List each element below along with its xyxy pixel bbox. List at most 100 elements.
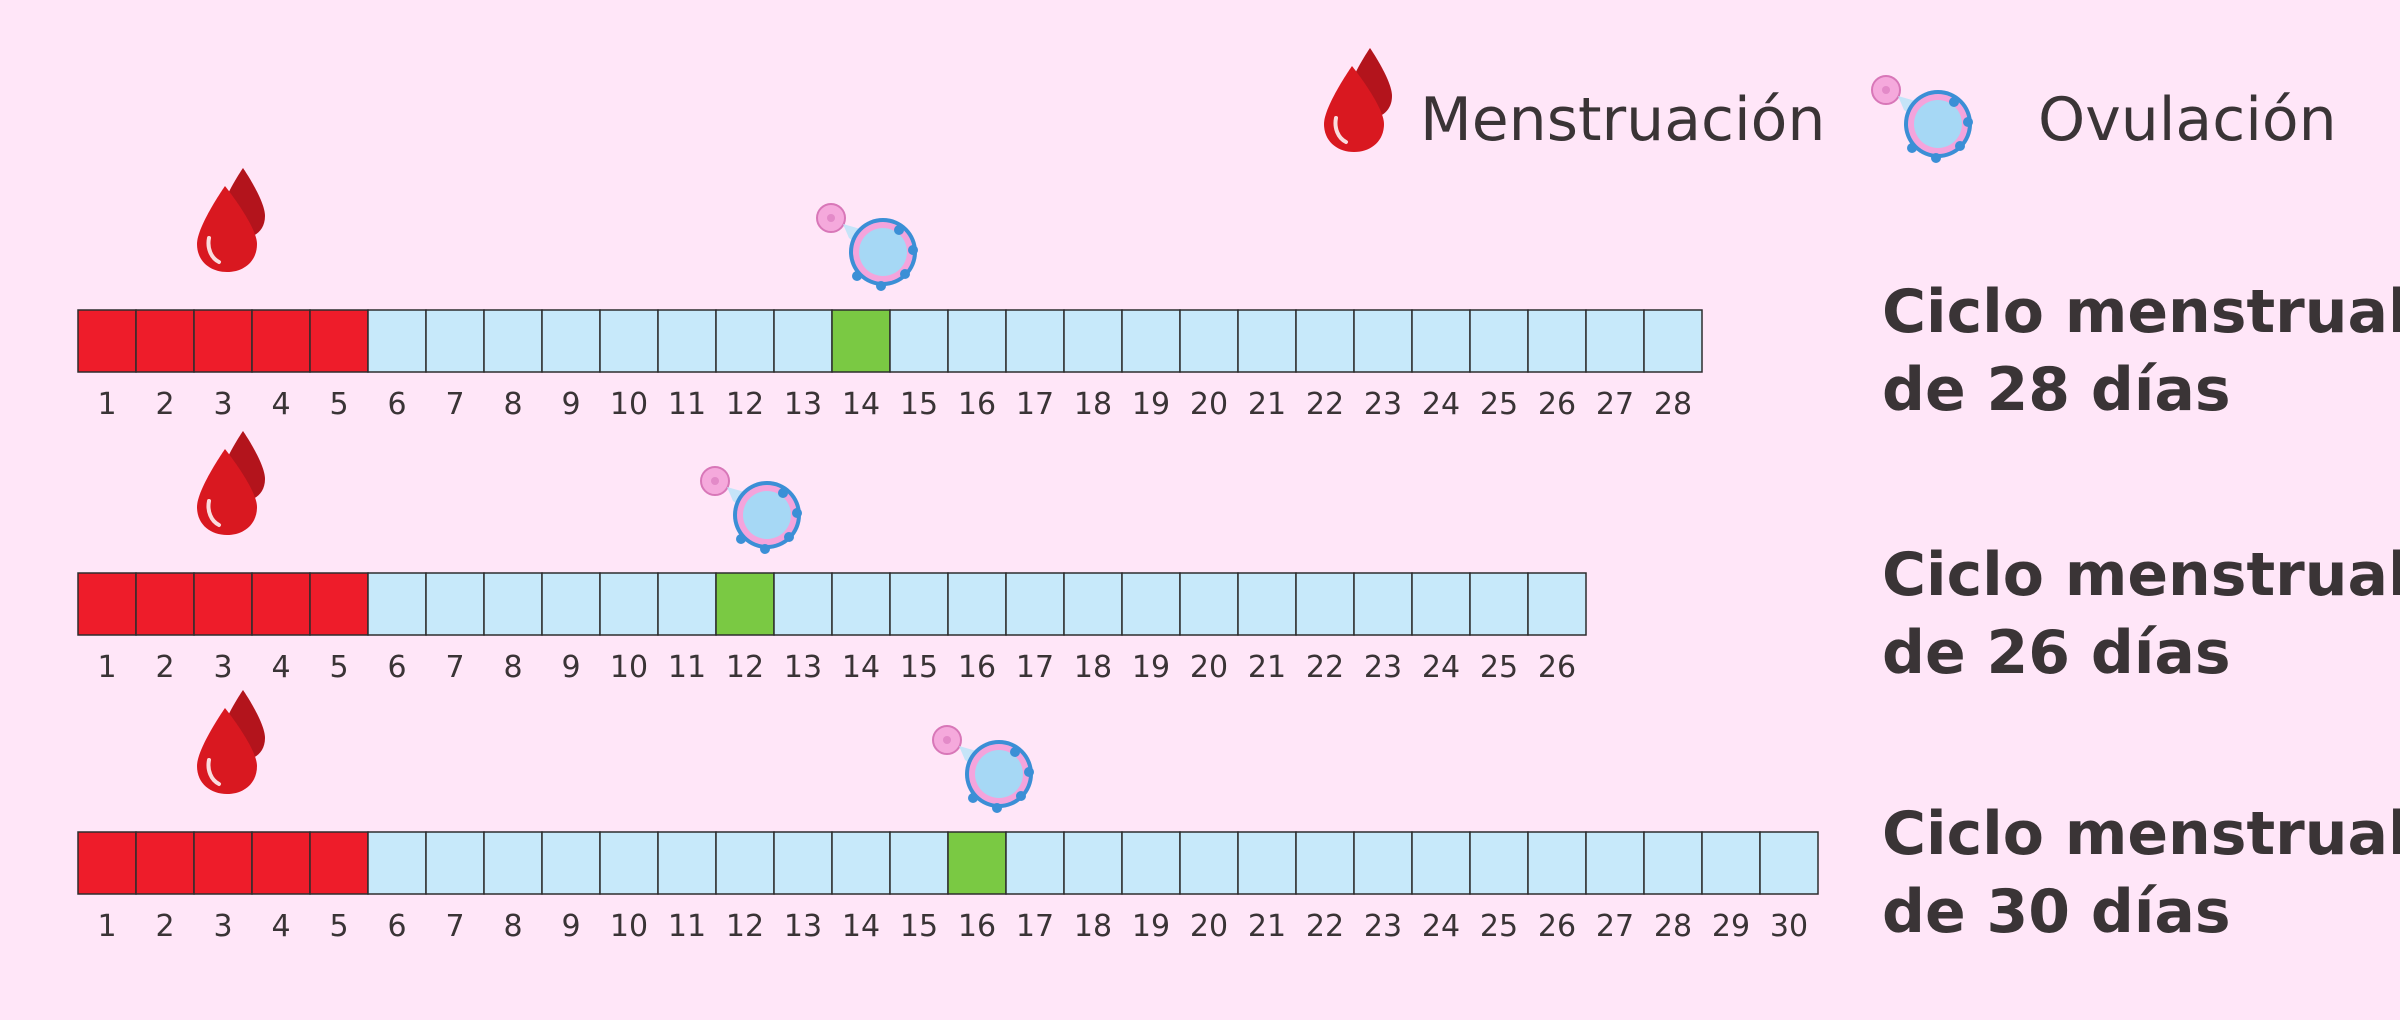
menstruation-day-cell: [193, 309, 253, 373]
day-cell: [1759, 831, 1819, 895]
day-number: 17: [1016, 909, 1054, 944]
day-cell: [1527, 831, 1587, 895]
day-cell: [425, 831, 485, 895]
ovulation-legend-item: Ovulación: [1871, 75, 2337, 164]
day-number: 28: [1654, 909, 1692, 944]
day-cell: [889, 831, 949, 895]
day-number: 5: [329, 387, 348, 422]
day-number: 13: [784, 909, 822, 944]
day-cell: [947, 309, 1007, 373]
day-number: 7: [445, 387, 464, 422]
menstruation-day-cell: [251, 831, 311, 895]
day-cell: [1643, 309, 1703, 373]
day-number: 27: [1596, 909, 1634, 944]
day-number: 10: [610, 909, 648, 944]
ovulation-day-cell: [831, 309, 891, 373]
day-number: 9: [561, 909, 580, 944]
day-number: 8: [503, 650, 522, 685]
day-number: 25: [1480, 909, 1518, 944]
day-number: 15: [900, 909, 938, 944]
day-cell: [1063, 572, 1123, 636]
day-number: 25: [1480, 387, 1518, 422]
day-cell: [599, 309, 659, 373]
cycle-row: 1 2 3 4 5 6 7 8 9 10 11 12 13 14 15 16 17 18 19 20 21 22 23 24 2…: [77, 429, 2400, 688]
day-cell: [1469, 309, 1529, 373]
day-cell: [1353, 309, 1413, 373]
day-cell: [1295, 831, 1355, 895]
day-number: 9: [561, 387, 580, 422]
day-number: 22: [1306, 909, 1344, 944]
cycle-label-line2: de 26 días: [1882, 618, 2231, 688]
day-cell: [1121, 831, 1181, 895]
day-cell: [425, 572, 485, 636]
day-cell: [1353, 831, 1413, 895]
day-cell: [1585, 309, 1645, 373]
day-number: 1: [97, 650, 116, 685]
day-number: 2: [155, 650, 174, 685]
menstruation-day-cell: [77, 572, 137, 636]
day-cell: [1005, 831, 1065, 895]
day-cell: [1005, 572, 1065, 636]
day-number: 20: [1190, 650, 1228, 685]
day-cell: [1121, 572, 1181, 636]
day-number: 5: [329, 909, 348, 944]
menstruation-day-cell: [77, 831, 137, 895]
menstruation-legend-label: Menstruación: [1420, 85, 1825, 155]
day-number: 20: [1190, 909, 1228, 944]
day-cell: [541, 831, 601, 895]
day-cell: [1469, 831, 1529, 895]
day-cell: [1411, 309, 1471, 373]
day-number: 23: [1364, 909, 1402, 944]
day-number: 4: [271, 387, 290, 422]
day-cell: [483, 572, 543, 636]
day-number: 26: [1538, 387, 1576, 422]
day-number: 11: [668, 909, 706, 944]
blood-drop-icon: [195, 429, 267, 537]
ovulation-day-cell: [947, 831, 1007, 895]
day-number: 8: [503, 909, 522, 944]
day-cell: [831, 831, 891, 895]
day-number: 10: [610, 650, 648, 685]
day-number: 13: [784, 650, 822, 685]
day-cell: [773, 831, 833, 895]
day-number: 22: [1306, 650, 1344, 685]
day-number: 13: [784, 387, 822, 422]
day-cell: [599, 572, 659, 636]
day-cell: [541, 309, 601, 373]
day-cell: [1295, 572, 1355, 636]
day-number: 7: [445, 909, 464, 944]
day-number: 4: [271, 650, 290, 685]
day-number: 26: [1538, 909, 1576, 944]
day-number: 3: [213, 909, 232, 944]
day-number: 30: [1770, 909, 1808, 944]
day-number: 24: [1422, 650, 1460, 685]
day-cell: [1527, 309, 1587, 373]
day-number: 12: [726, 387, 764, 422]
blood-drop-icon: [1322, 46, 1394, 154]
day-number: 2: [155, 387, 174, 422]
day-number: 2: [155, 909, 174, 944]
day-cell: [1527, 572, 1587, 636]
day-cell: [889, 309, 949, 373]
day-number: 20: [1190, 387, 1228, 422]
day-cell: [715, 309, 775, 373]
day-number: 9: [561, 650, 580, 685]
day-number: 15: [900, 650, 938, 685]
ovulation-icon: [1871, 75, 1974, 164]
day-cell: [1063, 309, 1123, 373]
day-cell: [1005, 309, 1065, 373]
day-number: 16: [958, 650, 996, 685]
menstruation-day-cell: [309, 572, 369, 636]
day-number: 6: [387, 650, 406, 685]
day-number: 5: [329, 650, 348, 685]
menstruation-day-cell: [309, 309, 369, 373]
day-cell: [889, 572, 949, 636]
day-number: 16: [958, 909, 996, 944]
day-cell: [1585, 831, 1645, 895]
day-number: 25: [1480, 650, 1518, 685]
day-cell: [1411, 831, 1471, 895]
cycle-label-line1: Ciclo menstrual: [1882, 540, 2400, 610]
day-number: 4: [271, 909, 290, 944]
day-number: 28: [1654, 387, 1692, 422]
day-cell: [599, 831, 659, 895]
